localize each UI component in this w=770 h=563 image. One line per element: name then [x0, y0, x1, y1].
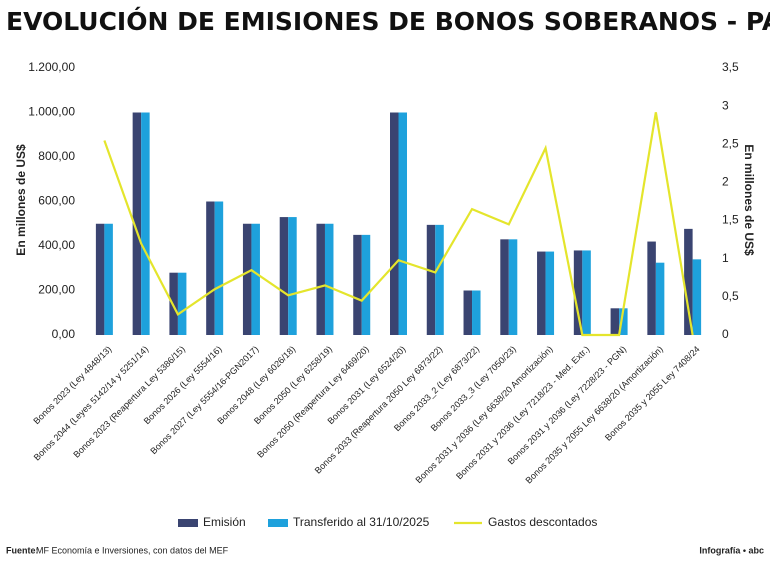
y-tick-label: 600,00: [38, 194, 75, 208]
bar: [324, 223, 334, 335]
bar: [435, 224, 444, 335]
y-tick-label: 800,00: [38, 149, 75, 163]
y2-tick-label: 1: [722, 251, 729, 265]
credit: Infografía • abc: [699, 545, 764, 555]
x-tick-label: Bonos 2031 y 2036 (Ley 6638/20 Amortizac…: [413, 344, 554, 485]
bar: [390, 112, 399, 335]
bar: [684, 228, 693, 335]
legend-swatch: [268, 519, 288, 527]
bar: [316, 223, 325, 335]
bar: [95, 223, 105, 335]
bar: [361, 234, 371, 335]
bar: [206, 201, 215, 335]
bar: [214, 201, 224, 335]
bar: [692, 259, 702, 335]
bar: [251, 223, 260, 335]
y2-tick-label: 0: [722, 327, 729, 341]
y2-axis-title: En millones de US$: [742, 144, 756, 256]
bar: [508, 239, 518, 335]
x-tick-label: Bonos 2033 (Reapertura 2050 Ley 6873/22): [313, 344, 445, 476]
bar: [545, 251, 555, 335]
source: MF Economía e Inversiones, con datos del…: [36, 545, 229, 555]
bar: [619, 308, 628, 335]
y-tick-label: 1.000,00: [28, 105, 75, 119]
bar: [472, 290, 481, 335]
bar: [398, 112, 407, 335]
x-tick-label: Bonos 2031 y 2036 (Ley 7218/23 - Med. Ex…: [454, 344, 591, 481]
x-tick-label: Bonos 2035 y 2055 Ley 6638/20 (Amortizac…: [523, 344, 665, 486]
legend-label: Gastos descontados: [488, 515, 597, 529]
bar: [610, 308, 620, 335]
bar: [426, 224, 436, 335]
bar: [242, 223, 252, 335]
legend-swatch: [178, 519, 198, 527]
y2-tick-label: 3,5: [722, 60, 739, 74]
bar: [288, 217, 297, 335]
legend-label: Transferido al 31/10/2025: [293, 515, 430, 529]
chart-title: EVOLUCIÓN DE EMISIONES DE BONOS SOBERANO…: [6, 6, 770, 36]
y-axis-title: En millones de US$: [14, 144, 28, 256]
y-tick-label: 1.200,00: [28, 60, 75, 74]
bar: [582, 250, 591, 335]
bar: [141, 112, 150, 335]
source-label: Fuente:: [6, 545, 39, 555]
y-tick-label: 200,00: [38, 283, 75, 297]
bar: [463, 290, 473, 335]
y2-tick-label: 0,5: [722, 289, 739, 303]
bar: [132, 112, 142, 335]
bar: [500, 239, 509, 335]
y2-tick-label: 2,5: [722, 136, 739, 150]
bar: [177, 272, 187, 335]
y-tick-label: 400,00: [38, 238, 75, 252]
bar: [647, 241, 656, 335]
y-tick-label: 0,00: [52, 327, 76, 341]
line: [103, 112, 694, 337]
bar: [655, 262, 665, 335]
y2-tick-label: 1,5: [722, 213, 739, 227]
y2-tick-label: 3: [722, 98, 729, 112]
y2-tick-label: 2: [722, 175, 729, 189]
bar: [279, 217, 289, 335]
bar: [104, 223, 113, 335]
bar: [537, 251, 546, 335]
bar: [353, 234, 362, 335]
bar: [573, 250, 583, 335]
legend-label: Emisión: [203, 515, 246, 529]
